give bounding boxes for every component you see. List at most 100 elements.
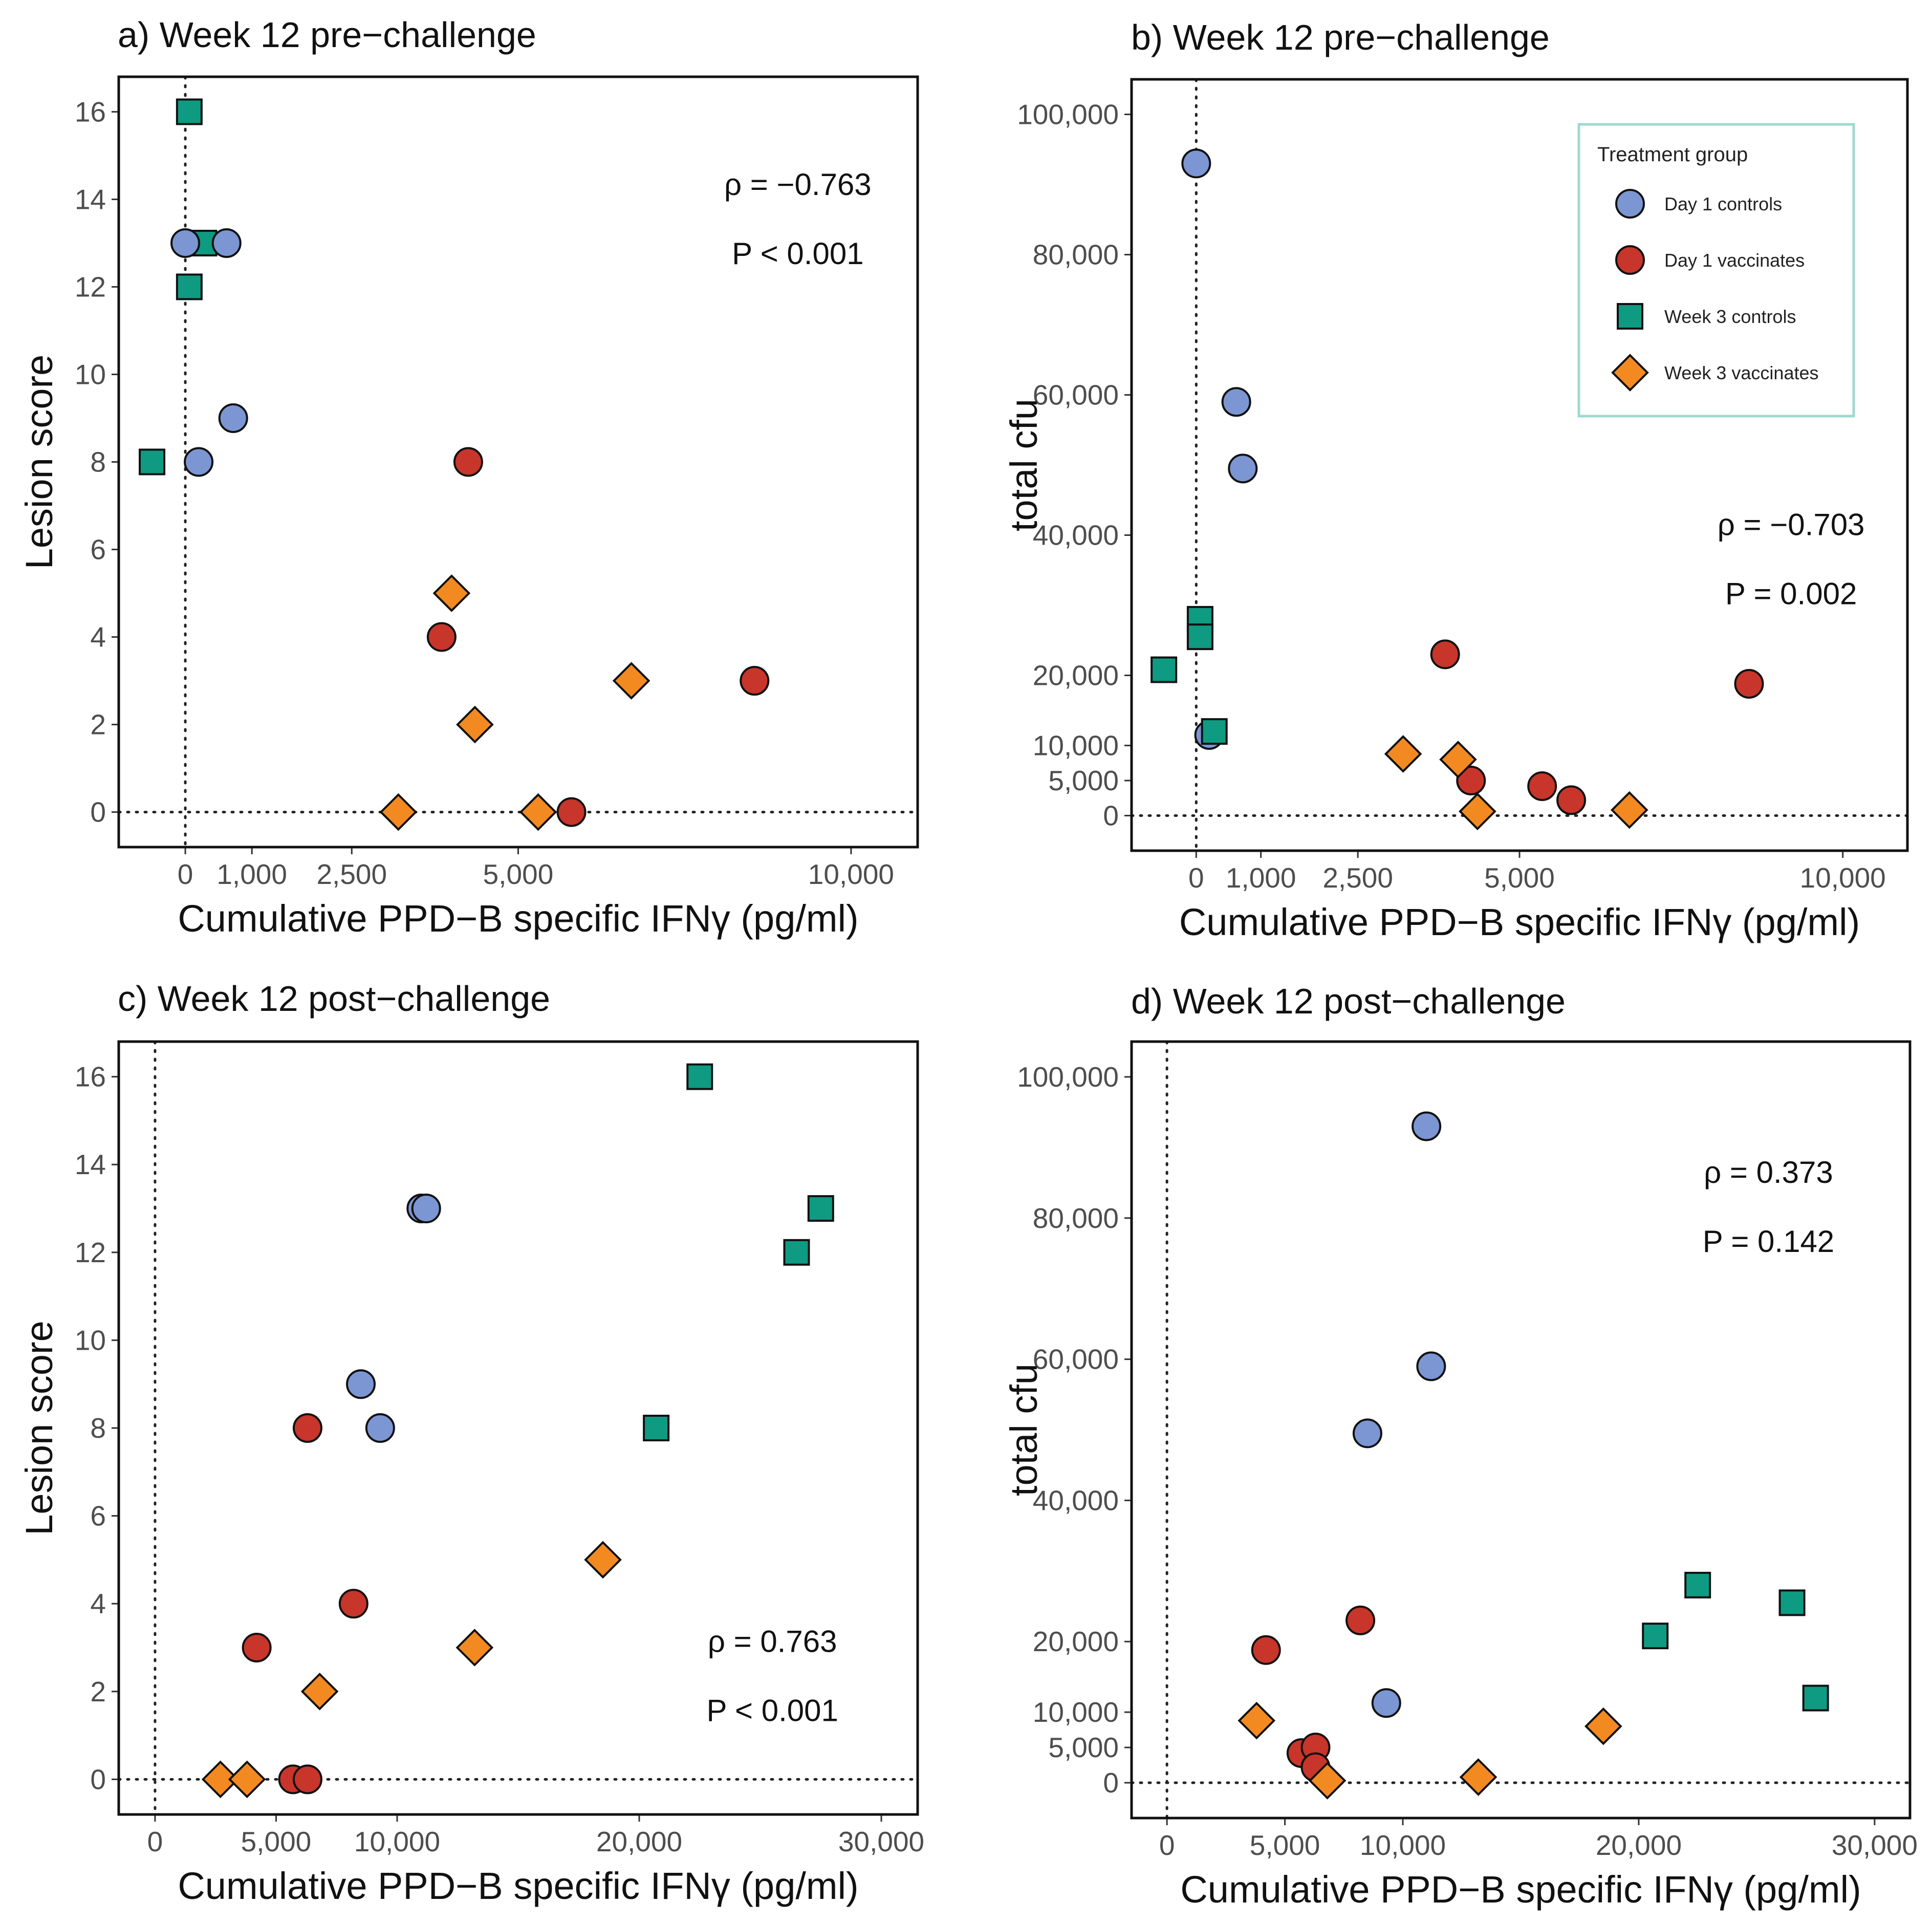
point-week-3-vaccinates	[612, 662, 650, 700]
point-day-1-controls	[1416, 1351, 1446, 1381]
x-tick-label: 1,000	[1226, 862, 1296, 894]
point-day-1-vaccinates	[740, 666, 770, 696]
point-day-1-vaccinates	[1527, 771, 1557, 801]
point-week-3-vaccinates	[379, 793, 418, 831]
panel-title: a) Week 12 pre−challenge	[118, 15, 536, 55]
y-tick-label: 16	[75, 96, 106, 127]
y-axis-title: Lesion score	[18, 355, 60, 570]
y-tick-label: 12	[75, 271, 106, 302]
point-day-1-vaccinates	[1734, 668, 1764, 699]
plot-frame	[117, 75, 919, 849]
point-day-1-controls	[1181, 148, 1211, 179]
point-week-3-controls	[1642, 1623, 1669, 1650]
panel-title: d) Week 12 post−challenge	[1131, 981, 1566, 1021]
point-week-3-controls	[176, 98, 203, 125]
y-tick-label: 100,000	[1017, 99, 1119, 131]
legend-key-week-3-vaccinates	[1611, 354, 1649, 392]
legend-title: Treatment group	[1597, 143, 1748, 166]
y-axis-title: total cfu	[1003, 399, 1045, 531]
point-day-1-controls	[1221, 387, 1251, 417]
point-week-3-controls	[1802, 1684, 1829, 1712]
point-week-3-vaccinates	[228, 1760, 266, 1799]
point-week-3-vaccinates	[519, 793, 557, 831]
point-week-3-controls	[1150, 656, 1178, 683]
x-tick-label: 20,000	[1596, 1829, 1682, 1861]
y-tick-label: 6	[90, 1500, 106, 1532]
point-week-3-vaccinates	[1459, 792, 1496, 831]
point-day-1-vaccinates	[1456, 766, 1486, 795]
point-day-1-vaccinates	[292, 1764, 322, 1795]
panel-4: d) Week 12 post−challenge 0 5,000 10,000 20,…	[1003, 981, 1918, 1911]
y-tick-label: 5,000	[1048, 765, 1119, 796]
p-value-label: P = 0.142	[1703, 1224, 1834, 1259]
x-tick-label: 5,000	[483, 858, 554, 890]
panel-2: b) Week 12 pre−challenge 0 1,000 2,500 5,000…	[1003, 17, 1909, 943]
y-tick-label: 10,000	[1033, 1696, 1119, 1728]
point-day-1-vaccinates	[1430, 639, 1460, 669]
point-week-3-vaccinates	[1238, 1701, 1276, 1740]
point-week-3-vaccinates	[1384, 735, 1422, 773]
point-week-3-controls	[139, 448, 166, 475]
x-tick-label: 5,000	[1484, 862, 1555, 894]
x-tick-label: 2,500	[316, 858, 387, 890]
point-day-1-controls	[1228, 453, 1258, 484]
y-tick-label: 4	[90, 1588, 106, 1619]
y-tick-label: 12	[75, 1237, 106, 1268]
spearman-rho-label: ρ = −0.763	[724, 167, 872, 202]
point-week-3-vaccinates	[1610, 791, 1648, 829]
y-tick-label: 20,000	[1033, 660, 1119, 691]
panel-1: a) Week 12 pre−challenge 0 1,000 2,500 5,000…	[18, 15, 919, 940]
y-tick-label: 80,000	[1033, 1202, 1119, 1234]
legend-label: Week 3 controls	[1664, 306, 1796, 327]
y-tick-label: 2	[90, 709, 106, 741]
point-week-3-controls	[1684, 1571, 1711, 1598]
point-week-3-vaccinates	[456, 705, 494, 744]
x-tick-label: 0	[178, 858, 193, 890]
y-tick-label: 10	[75, 358, 106, 390]
point-week-3-controls	[783, 1239, 810, 1266]
point-day-1-controls	[365, 1413, 395, 1443]
point-week-3-controls	[1778, 1589, 1806, 1616]
point-week-3-vaccinates	[584, 1541, 622, 1579]
point-day-1-vaccinates	[426, 622, 457, 652]
y-tick-label: 6	[90, 534, 106, 566]
x-axis-title: Cumulative PPD−B specific IFNγ (pg/ml)	[1180, 1868, 1861, 1911]
x-tick-label: 0	[1159, 1829, 1175, 1861]
y-tick-label: 40,000	[1033, 1484, 1119, 1516]
legend-key-day-1-vaccinates	[1615, 245, 1645, 275]
y-tick-label: 0	[1103, 1767, 1119, 1799]
y-tick-label: 100,000	[1017, 1061, 1119, 1093]
point-day-1-vaccinates	[242, 1632, 272, 1662]
x-tick-label: 10,000	[354, 1826, 440, 1857]
point-day-1-controls	[1412, 1111, 1442, 1141]
spearman-rho-label: ρ = −0.703	[1718, 508, 1865, 542]
point-week-3-controls	[807, 1195, 834, 1222]
point-week-3-vaccinates	[1459, 1758, 1497, 1796]
point-week-3-vaccinates	[1584, 1707, 1622, 1745]
x-tick-label: 1,000	[216, 858, 287, 890]
point-day-1-controls	[346, 1369, 376, 1399]
panel-3: c) Week 12 post−challenge 0 5,000 10,000 20,…	[18, 979, 924, 1907]
point-day-1-controls	[218, 403, 248, 433]
point-week-3-controls	[1201, 718, 1228, 745]
point-week-3-controls	[176, 273, 203, 300]
y-tick-label: 16	[75, 1061, 106, 1093]
x-axis-title: Cumulative PPD−B specific IFNγ (pg/ml)	[1179, 901, 1860, 943]
x-tick-label: 5,000	[241, 1826, 312, 1857]
point-week-3-controls	[1186, 623, 1213, 651]
y-tick-label: 8	[90, 446, 106, 478]
p-value-label: P < 0.001	[706, 1694, 838, 1728]
spearman-rho-label: ρ = 0.373	[1704, 1155, 1833, 1190]
spearman-rho-label: ρ = 0.763	[708, 1625, 837, 1659]
x-tick-label: 20,000	[596, 1826, 682, 1857]
y-tick-label: 14	[75, 183, 106, 215]
point-week-3-vaccinates	[201, 1760, 240, 1799]
p-value-label: P < 0.001	[732, 236, 863, 271]
point-week-3-vaccinates	[1439, 741, 1477, 779]
y-tick-label: 5,000	[1048, 1732, 1119, 1763]
y-tick-label: 20,000	[1033, 1626, 1119, 1657]
point-day-1-controls	[184, 447, 214, 477]
y-tick-label: 10	[75, 1324, 106, 1356]
point-week-3-controls	[686, 1063, 713, 1090]
